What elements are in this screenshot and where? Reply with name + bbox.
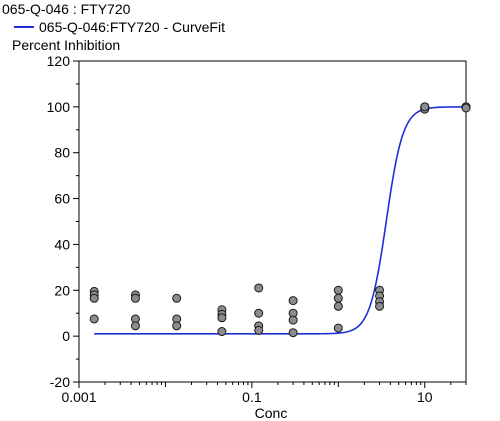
data-point: [254, 308, 264, 318]
legend-label: 065-Q-046:FTY720 - CurveFit: [39, 19, 225, 35]
data-point: [172, 293, 182, 303]
chart-title: 065-Q-046 : FTY720: [2, 1, 131, 17]
y-tick-label: 60: [54, 191, 70, 207]
data-point: [375, 301, 385, 311]
data-point: [89, 314, 99, 324]
plot-area: -20 0 20 40 60 80 100 120 0.001 0.1 10: [47, 53, 471, 405]
data-point: [420, 102, 430, 112]
data-point: [217, 313, 227, 323]
y-tick-label: -20: [50, 374, 70, 390]
data-point: [333, 301, 343, 311]
data-point: [254, 283, 264, 293]
y-tick-label: 100: [47, 99, 71, 115]
y-tick-label: 20: [54, 282, 70, 298]
y-tick-label: 120: [47, 53, 71, 69]
data-point: [288, 296, 298, 306]
data-point: [130, 293, 140, 303]
data-point: [333, 293, 343, 303]
data-point: [461, 103, 471, 113]
y-tick-label: 0: [62, 328, 70, 344]
y-axis-label: Percent Inhibition: [12, 37, 120, 53]
data-point: [333, 323, 343, 333]
data-point: [333, 285, 343, 295]
x-axis-label: Conc: [255, 405, 288, 421]
data-point: [130, 321, 140, 331]
y-tick-label: 40: [54, 236, 70, 252]
x-tick-label: 0.001: [61, 389, 96, 405]
fit-curve: [94, 106, 467, 335]
y-tick-label: 80: [54, 145, 70, 161]
data-point: [217, 327, 227, 337]
data-point: [288, 315, 298, 325]
data-point: [254, 325, 264, 335]
data-point: [172, 321, 182, 331]
x-tick-label: 10: [417, 389, 433, 405]
data-point: [288, 328, 298, 338]
x-tick-label: 0.1: [242, 389, 262, 405]
data-point: [89, 293, 99, 303]
